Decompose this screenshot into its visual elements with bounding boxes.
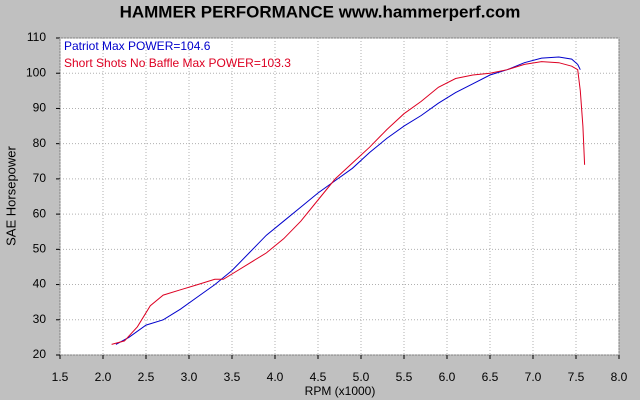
x-tick-label: 5.0 <box>353 370 370 384</box>
y-axis-title: SAE Horsepower <box>3 145 18 245</box>
series-line <box>115 56 581 345</box>
x-tick-label: 7.0 <box>525 370 542 384</box>
x-tick-label: 6.5 <box>482 370 499 384</box>
chart-title: HAMMER PERFORMANCE www.hammerperf.com <box>120 2 521 21</box>
legend-entry: Patriot Max POWER=104.6 <box>64 39 211 53</box>
plot-area <box>59 37 620 356</box>
y-tick-label: 70 <box>33 171 47 185</box>
x-tick-label: 3.0 <box>181 370 198 384</box>
y-tick-label: 80 <box>33 136 47 150</box>
y-tick-label: 100 <box>26 65 46 79</box>
y-tick-label: 90 <box>33 101 47 115</box>
legend-entry: Short Shots No Baffle Max POWER=103.3 <box>64 56 291 70</box>
y-tick-label: 40 <box>33 277 47 291</box>
x-tick-label: 8.0 <box>611 370 628 384</box>
y-tick-label: 20 <box>33 347 47 361</box>
x-tick-label: 1.5 <box>52 370 69 384</box>
x-tick-label: 3.5 <box>224 370 241 384</box>
x-tick-label: 2.5 <box>138 370 155 384</box>
y-tick-label: 50 <box>33 242 47 256</box>
x-tick-label: 4.0 <box>267 370 284 384</box>
x-axis-title: RPM (x1000) <box>305 384 376 398</box>
x-tick-label: 2.0 <box>95 370 112 384</box>
x-tick-label: 4.5 <box>310 370 327 384</box>
y-tick-label: 30 <box>33 312 47 326</box>
y-tick-label: 60 <box>33 206 47 220</box>
x-tick-label: 6.0 <box>439 370 456 384</box>
series-line <box>111 61 586 345</box>
x-tick-label: 5.5 <box>396 370 413 384</box>
x-tick-label: 7.5 <box>568 370 585 384</box>
y-tick-label: 110 <box>27 30 46 44</box>
